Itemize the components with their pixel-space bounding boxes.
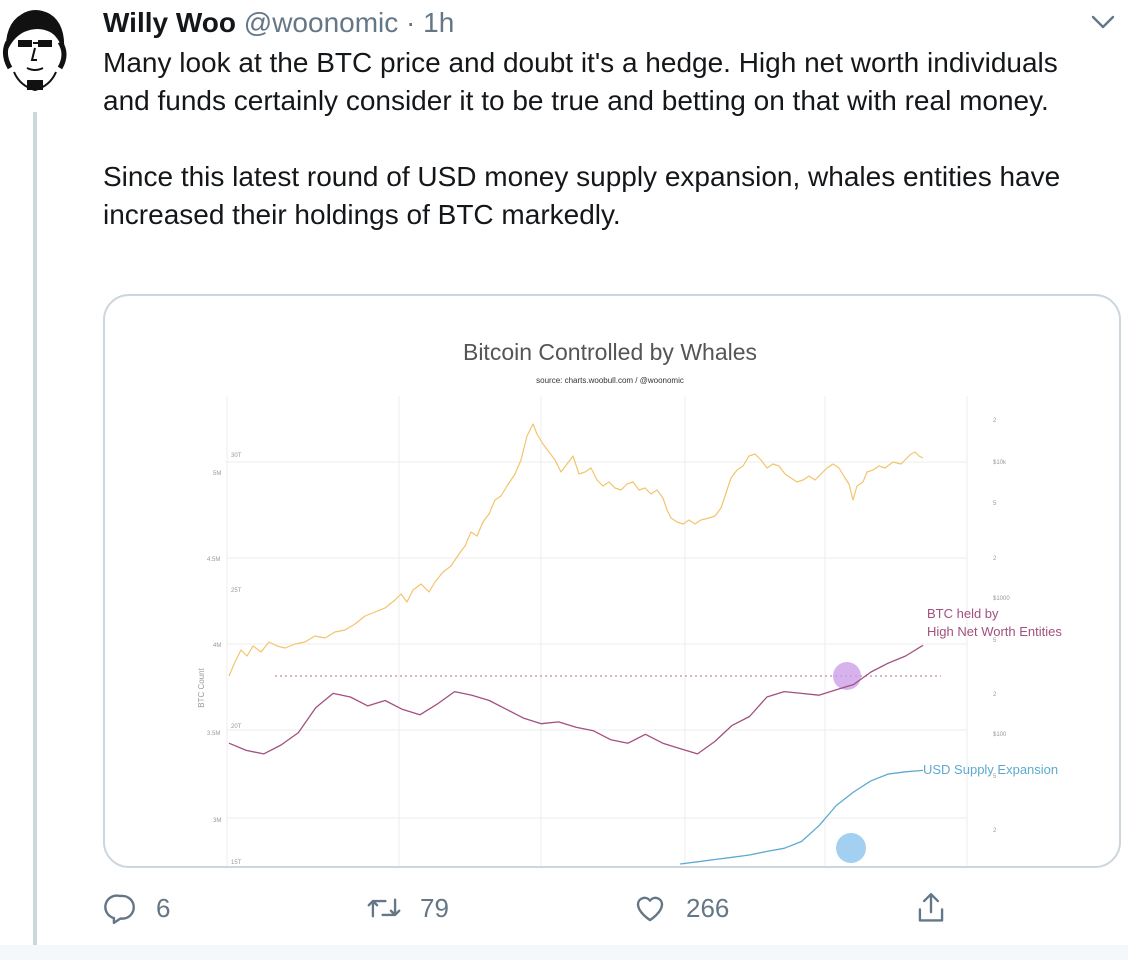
thread-connector-line xyxy=(33,112,37,960)
y-tick-right: 5 xyxy=(993,501,997,507)
share-button[interactable] xyxy=(914,880,948,936)
retweet-button[interactable]: 79 xyxy=(366,880,449,936)
highlight-circle-whales xyxy=(833,662,861,690)
tweet-media-chart[interactable]: Bitcoin Controlled by Whales source: cha… xyxy=(103,294,1121,868)
tweet-header: Willy Woo @woonomic · 1h xyxy=(103,6,454,40)
tweet-paragraph-2: Since this latest round of USD money sup… xyxy=(103,161,1061,230)
y-tick-inner: 5M xyxy=(213,471,221,477)
tweet-paragraph-1: Many look at the BTC price and doubt it'… xyxy=(103,47,1058,116)
series-label-usd-supply: USD Supply Expansion xyxy=(923,762,1058,777)
y-tick-right: 2 xyxy=(993,692,997,698)
usd-supply-expansion-line xyxy=(680,769,924,865)
y-tick-inner: 3M xyxy=(213,818,221,824)
tweet-action-bar: 6 79 266 xyxy=(0,880,1128,936)
chart-svg: Bitcoin Controlled by Whales source: cha… xyxy=(197,339,1062,866)
share-icon xyxy=(918,892,944,922)
series-label-whales-line1: BTC held by xyxy=(927,606,999,621)
btc-held-by-whales-line xyxy=(228,644,924,755)
like-count: 266 xyxy=(686,892,730,923)
y-axis-label: BTC Count xyxy=(197,667,206,707)
y-tick-outer: 15T xyxy=(231,860,242,866)
avatar[interactable] xyxy=(0,2,70,98)
author-handle[interactable]: @woonomic xyxy=(243,7,399,38)
author-name[interactable]: Willy Woo xyxy=(103,7,236,38)
y-tick-right: 5 xyxy=(993,638,997,644)
y-tick-right: 2 xyxy=(993,418,997,424)
chart-subtitle: source: charts.woobull.com / @woonomic xyxy=(536,376,684,385)
y-tick-inner: 4M xyxy=(213,643,221,649)
tweet-text: Many look at the BTC price and doubt it'… xyxy=(103,44,1103,234)
y-tick-right: 2 xyxy=(993,556,997,562)
y-tick-right: $100 xyxy=(993,732,1007,738)
y-tick-right: $10k xyxy=(993,460,1007,466)
reply-button[interactable]: 6 xyxy=(104,880,170,936)
y-tick-outer: 30T xyxy=(231,453,242,459)
y-tick-outer: 20T xyxy=(231,724,242,730)
header-separator: · xyxy=(406,7,416,38)
y-tick-right: 2 xyxy=(993,828,997,834)
y-tick-inner: 4.5M xyxy=(207,557,220,563)
series-label-whales-line2: High Net Worth Entities xyxy=(927,624,1062,639)
heart-icon xyxy=(636,896,664,922)
y-tick-right: 5 xyxy=(993,774,997,780)
reply-icon xyxy=(104,894,135,925)
y-tick-inner: 3.5M xyxy=(207,731,220,737)
highlight-circle-usd xyxy=(836,833,866,863)
reply-count: 6 xyxy=(156,892,171,923)
retweet-count: 79 xyxy=(420,892,449,923)
timeline-divider xyxy=(0,945,1128,960)
retweet-icon xyxy=(367,898,401,918)
tweet-timestamp[interactable]: 1h xyxy=(423,7,455,38)
more-options-chevron-icon[interactable] xyxy=(1090,12,1116,32)
y-tick-outer: 25T xyxy=(231,588,242,594)
chart-title: Bitcoin Controlled by Whales xyxy=(463,339,757,365)
like-button[interactable]: 266 xyxy=(632,880,729,936)
y-tick-right: $1000 xyxy=(993,596,1010,602)
btc-price-line xyxy=(228,423,924,677)
